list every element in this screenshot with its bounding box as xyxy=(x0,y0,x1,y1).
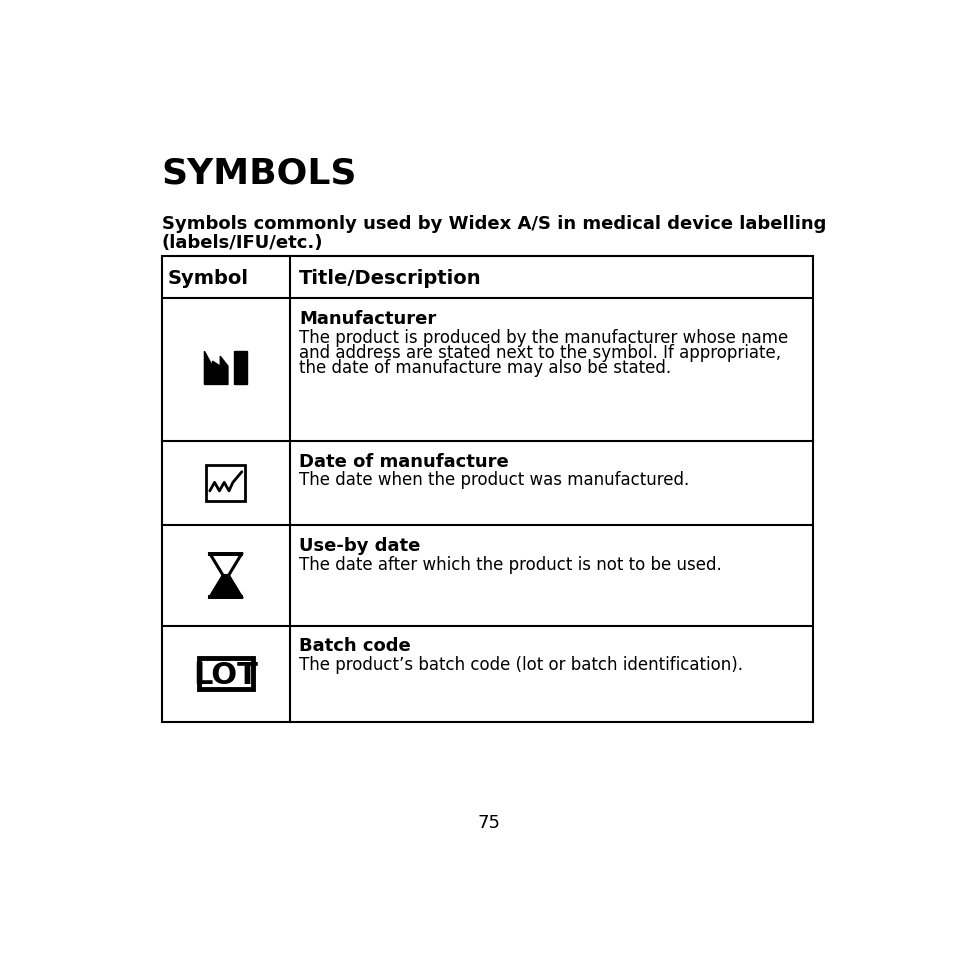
Bar xyxy=(233,352,247,385)
Text: Date of manufacture: Date of manufacture xyxy=(298,452,508,470)
Text: The product is produced by the manufacturer whose name: The product is produced by the manufactu… xyxy=(298,328,787,346)
Bar xyxy=(206,466,245,501)
Text: Symbol: Symbol xyxy=(168,269,249,287)
Text: The product’s batch code (lot or batch identification).: The product’s batch code (lot or batch i… xyxy=(298,655,742,673)
Polygon shape xyxy=(210,576,241,597)
Text: Manufacturer: Manufacturer xyxy=(298,310,436,328)
Text: and address are stated next to the symbol. If appropriate,: and address are stated next to the symbo… xyxy=(298,344,781,361)
Polygon shape xyxy=(204,352,228,385)
Text: LOT: LOT xyxy=(193,660,258,689)
Text: the date of manufacture may also be stated.: the date of manufacture may also be stat… xyxy=(298,359,671,377)
Text: Use-by date: Use-by date xyxy=(298,537,420,555)
Text: Batch code: Batch code xyxy=(298,637,411,655)
Text: SYMBOLS: SYMBOLS xyxy=(162,156,357,191)
Text: The date when the product was manufactured.: The date when the product was manufactur… xyxy=(298,471,689,489)
Bar xyxy=(162,256,812,722)
Bar xyxy=(198,659,253,690)
Text: 75: 75 xyxy=(476,813,500,831)
Text: Symbols commonly used by Widex A/S in medical device labelling: Symbols commonly used by Widex A/S in me… xyxy=(162,214,825,233)
Text: (labels/IFU/etc.): (labels/IFU/etc.) xyxy=(162,233,323,252)
Text: The date after which the product is not to be used.: The date after which the product is not … xyxy=(298,555,721,573)
Text: Title/Description: Title/Description xyxy=(298,269,481,287)
